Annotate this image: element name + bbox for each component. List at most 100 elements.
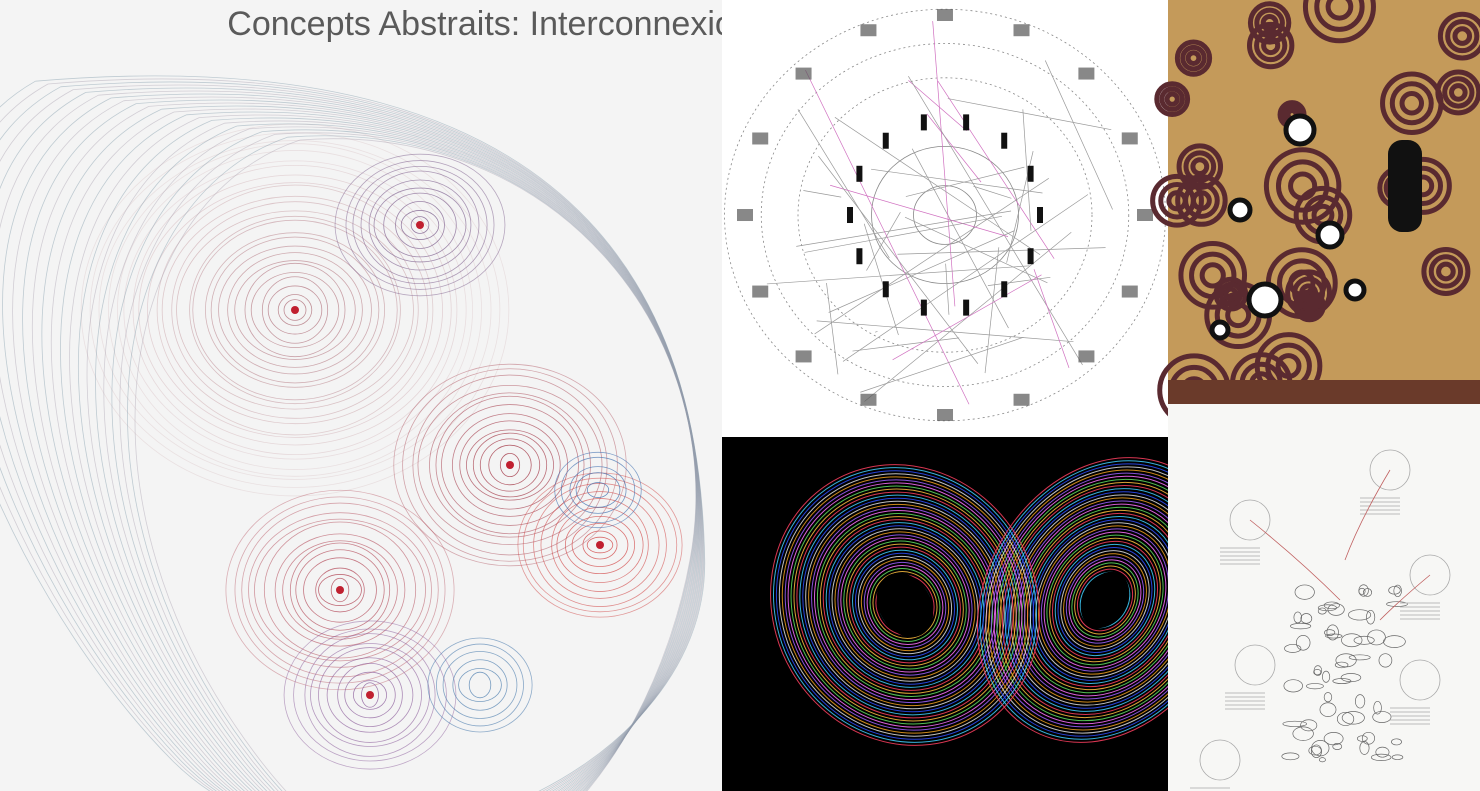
outer-contour bbox=[32, 102, 700, 791]
spiral bbox=[1246, 21, 1295, 70]
vignette bbox=[1399, 659, 1441, 701]
link bbox=[860, 336, 1024, 393]
photo bbox=[860, 393, 877, 406]
map-fragment bbox=[1323, 732, 1344, 746]
orbit-right bbox=[1043, 531, 1167, 669]
map-fragment bbox=[1354, 694, 1366, 709]
contour-line bbox=[410, 216, 430, 234]
link bbox=[926, 113, 982, 183]
contour-line bbox=[80, 123, 510, 497]
orbit-left bbox=[808, 503, 1002, 707]
contour-line bbox=[499, 453, 521, 477]
contour-line bbox=[368, 179, 472, 271]
attractor-artwork bbox=[770, 457, 1234, 746]
map-fragment bbox=[1324, 629, 1336, 636]
contour-line bbox=[586, 536, 614, 554]
spiral bbox=[1452, 26, 1473, 46]
contour-line bbox=[241, 502, 439, 678]
contour-line bbox=[318, 574, 362, 606]
contour-line bbox=[176, 210, 414, 410]
spiral bbox=[1399, 90, 1425, 116]
orbit-left bbox=[854, 552, 956, 658]
spiral bbox=[1428, 254, 1464, 289]
link bbox=[818, 155, 979, 364]
contour-line bbox=[277, 294, 313, 326]
link bbox=[905, 166, 1025, 197]
contour-line bbox=[225, 489, 455, 691]
spiral bbox=[1158, 182, 1196, 220]
link bbox=[803, 190, 842, 198]
link bbox=[797, 109, 890, 259]
contour-line bbox=[540, 491, 660, 599]
spiral bbox=[1325, 0, 1354, 21]
link bbox=[987, 276, 1051, 286]
map-fragment bbox=[1317, 607, 1327, 615]
figure bbox=[920, 114, 927, 131]
contour-line bbox=[459, 420, 561, 510]
map-fragment bbox=[1294, 584, 1315, 600]
contour-line bbox=[310, 643, 430, 747]
contour-line bbox=[582, 530, 618, 560]
contour-line bbox=[138, 174, 452, 446]
orbit-right bbox=[1076, 568, 1134, 632]
contour-line bbox=[234, 260, 356, 360]
spiral bbox=[1276, 258, 1327, 308]
contour-line bbox=[108, 143, 482, 477]
contour-line bbox=[293, 628, 447, 762]
spiral bbox=[1389, 81, 1434, 126]
figure bbox=[1001, 281, 1008, 298]
figure bbox=[1027, 165, 1034, 182]
link bbox=[904, 216, 1048, 284]
map-fragment bbox=[1292, 726, 1314, 741]
spiral bbox=[1437, 11, 1480, 61]
link bbox=[863, 223, 899, 336]
orbit-left bbox=[781, 476, 1029, 734]
orbit-left bbox=[784, 479, 1026, 731]
contour-line bbox=[441, 404, 579, 526]
map-fragment bbox=[1327, 603, 1345, 616]
link bbox=[1044, 60, 1113, 210]
outer-contour bbox=[0, 81, 704, 791]
contour-line bbox=[132, 164, 458, 456]
contour-line bbox=[282, 540, 398, 640]
map-fragment bbox=[1323, 692, 1333, 703]
spiral bbox=[1449, 83, 1468, 102]
photo bbox=[752, 285, 769, 298]
eye bbox=[1209, 319, 1231, 341]
map-fragment bbox=[1372, 711, 1392, 723]
spiral bbox=[1159, 86, 1185, 112]
contour-peak bbox=[291, 306, 299, 314]
contour-line bbox=[400, 210, 440, 240]
spiral bbox=[1199, 262, 1226, 289]
vignette bbox=[1229, 499, 1271, 541]
contour-peak bbox=[366, 691, 374, 699]
contour-line bbox=[442, 651, 518, 719]
contour-line bbox=[330, 577, 350, 603]
orbit-right bbox=[1032, 519, 1178, 681]
spiral bbox=[1275, 159, 1330, 213]
contour-line bbox=[345, 160, 495, 290]
photo bbox=[860, 24, 877, 37]
contour-line bbox=[436, 643, 524, 727]
contour-line bbox=[361, 682, 379, 708]
link bbox=[826, 282, 839, 375]
orbit-right bbox=[1060, 550, 1150, 650]
vignette bbox=[1369, 449, 1411, 491]
figure bbox=[856, 165, 863, 182]
spiral bbox=[1254, 7, 1285, 39]
orbit-left bbox=[872, 571, 938, 639]
contour-line bbox=[147, 182, 443, 438]
photo bbox=[1078, 67, 1095, 80]
link bbox=[947, 98, 1112, 131]
orbit-left bbox=[828, 525, 982, 685]
map-fragment bbox=[1293, 611, 1302, 624]
link bbox=[828, 230, 1015, 313]
link bbox=[875, 331, 878, 333]
map-fragment bbox=[1362, 588, 1373, 597]
core-left bbox=[876, 572, 934, 638]
eye bbox=[1343, 278, 1367, 302]
contour-line bbox=[254, 518, 426, 662]
orbit bbox=[797, 77, 1093, 353]
spiral bbox=[1275, 353, 1302, 379]
